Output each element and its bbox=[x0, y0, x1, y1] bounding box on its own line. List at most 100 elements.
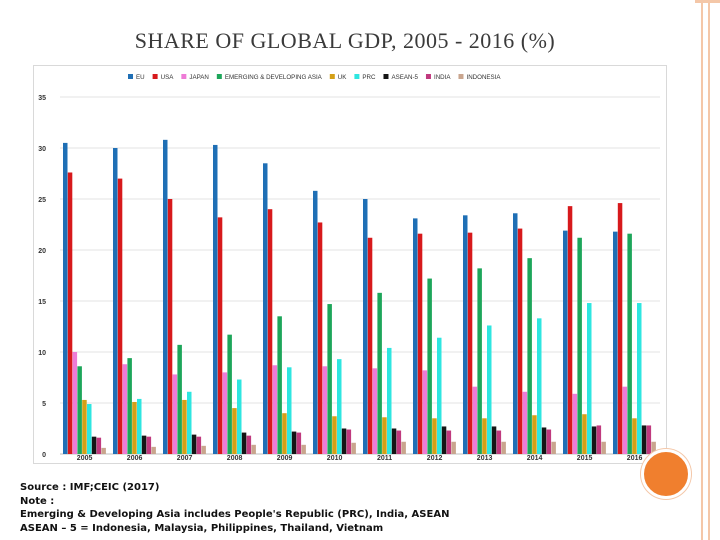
legend-swatch bbox=[425, 74, 431, 79]
bar bbox=[287, 367, 292, 454]
bar bbox=[427, 278, 432, 454]
bar bbox=[563, 230, 568, 454]
bar bbox=[346, 429, 352, 454]
bar bbox=[613, 231, 618, 454]
bar bbox=[627, 233, 632, 454]
bar bbox=[477, 268, 482, 454]
legend-label: USA bbox=[161, 74, 175, 81]
bar bbox=[217, 217, 223, 454]
x-tick-label: 2007 bbox=[177, 455, 193, 462]
bar bbox=[182, 399, 187, 454]
bar bbox=[382, 417, 387, 454]
y-tick-label: 20 bbox=[38, 248, 46, 255]
bar bbox=[527, 258, 532, 454]
gdp-share-chart: 0 5 10 15 20 25 30 35 2005 2006 2007 2008 2009 2010 20… bbox=[38, 74, 660, 462]
slide-title: SHARE OF GLOBAL GDP, 2005 - 2016 (%) bbox=[134, 28, 556, 53]
bar bbox=[282, 413, 287, 454]
bar bbox=[496, 430, 502, 454]
bar bbox=[401, 441, 406, 454]
bar bbox=[322, 366, 328, 454]
bar bbox=[437, 337, 442, 454]
bar bbox=[177, 344, 182, 454]
bar bbox=[332, 416, 337, 454]
bar bbox=[517, 228, 523, 454]
x-tick-label: 2005 bbox=[77, 455, 93, 462]
bar bbox=[137, 398, 142, 454]
legend-swatch bbox=[216, 74, 222, 79]
bar bbox=[637, 303, 642, 454]
bar bbox=[591, 426, 597, 454]
bar bbox=[622, 386, 628, 454]
bar bbox=[91, 436, 97, 454]
bar bbox=[201, 445, 206, 454]
bar bbox=[222, 372, 228, 454]
slide-frame-right-inner bbox=[701, 0, 703, 540]
axis-layer: 0 5 10 15 20 25 30 35 2005 2006 2007 2008 2009 2010 20… bbox=[38, 95, 642, 462]
note-line-1: Emerging & Developing Asia includes Peop… bbox=[20, 509, 450, 520]
note-line-2: ASEAN – 5 = Indonesia, Malaysia, Philipp… bbox=[20, 522, 384, 534]
bar bbox=[313, 190, 318, 454]
bar bbox=[296, 432, 302, 454]
bar bbox=[541, 427, 547, 454]
bar bbox=[337, 359, 342, 454]
legend-label: EU bbox=[136, 74, 145, 81]
bar bbox=[251, 444, 256, 454]
legend-swatch bbox=[128, 74, 133, 79]
bar bbox=[582, 414, 587, 454]
bar bbox=[122, 364, 128, 454]
legend: EU USA JAPAN EMERGING & DEVELOPING ASIA UK PR… bbox=[128, 74, 501, 81]
x-tick-label: 2009 bbox=[277, 455, 293, 462]
y-tick-label: 25 bbox=[38, 197, 46, 204]
bar bbox=[451, 441, 456, 454]
bar bbox=[532, 415, 537, 454]
bar bbox=[617, 203, 623, 454]
slide-frame-right-outer bbox=[708, 0, 710, 540]
bar bbox=[191, 434, 197, 454]
bar bbox=[587, 303, 592, 454]
bar bbox=[651, 441, 656, 454]
bar bbox=[272, 365, 278, 454]
bar bbox=[432, 418, 437, 454]
bar bbox=[241, 432, 247, 454]
bar bbox=[413, 218, 418, 454]
chart-container: 0 5 10 15 20 25 30 35 2005 2006 2007 2008 2009 2010 20… bbox=[33, 65, 667, 464]
x-tick-label: 2012 bbox=[427, 455, 443, 462]
legend-swatch bbox=[458, 74, 464, 79]
legend-swatch bbox=[181, 74, 187, 79]
bar bbox=[367, 237, 373, 454]
bar bbox=[463, 215, 468, 454]
bar bbox=[567, 206, 573, 454]
bar bbox=[513, 213, 518, 454]
note-label: Note : bbox=[20, 495, 55, 507]
bar bbox=[377, 292, 382, 454]
y-tick-label: 0 bbox=[42, 452, 46, 459]
bar bbox=[646, 425, 652, 454]
bar bbox=[277, 316, 282, 454]
x-tick-label: 2006 bbox=[127, 455, 143, 462]
bar bbox=[187, 391, 192, 454]
legend-swatch bbox=[383, 74, 389, 79]
bar bbox=[577, 237, 582, 454]
bar bbox=[572, 393, 578, 454]
bar bbox=[267, 209, 273, 454]
bar bbox=[117, 178, 123, 454]
bar bbox=[146, 436, 152, 454]
bar bbox=[96, 437, 102, 454]
bar bbox=[491, 426, 497, 454]
bar bbox=[446, 430, 452, 454]
bar bbox=[72, 352, 78, 454]
slide-frame-top bbox=[695, 0, 720, 3]
legend-label: JAPAN bbox=[189, 74, 208, 81]
bar bbox=[301, 444, 306, 454]
legend-label: UK bbox=[338, 74, 347, 81]
y-tick-label: 5 bbox=[42, 401, 46, 408]
y-tick-label: 10 bbox=[38, 350, 46, 357]
bar bbox=[441, 426, 447, 454]
bar bbox=[127, 358, 132, 454]
bar bbox=[596, 425, 602, 454]
x-tick-label: 2011 bbox=[377, 455, 392, 462]
legend-swatch bbox=[354, 74, 360, 79]
bar bbox=[263, 163, 268, 455]
source-line: Source : IMF;CEIC (2017) bbox=[20, 482, 160, 493]
bar bbox=[246, 435, 252, 454]
